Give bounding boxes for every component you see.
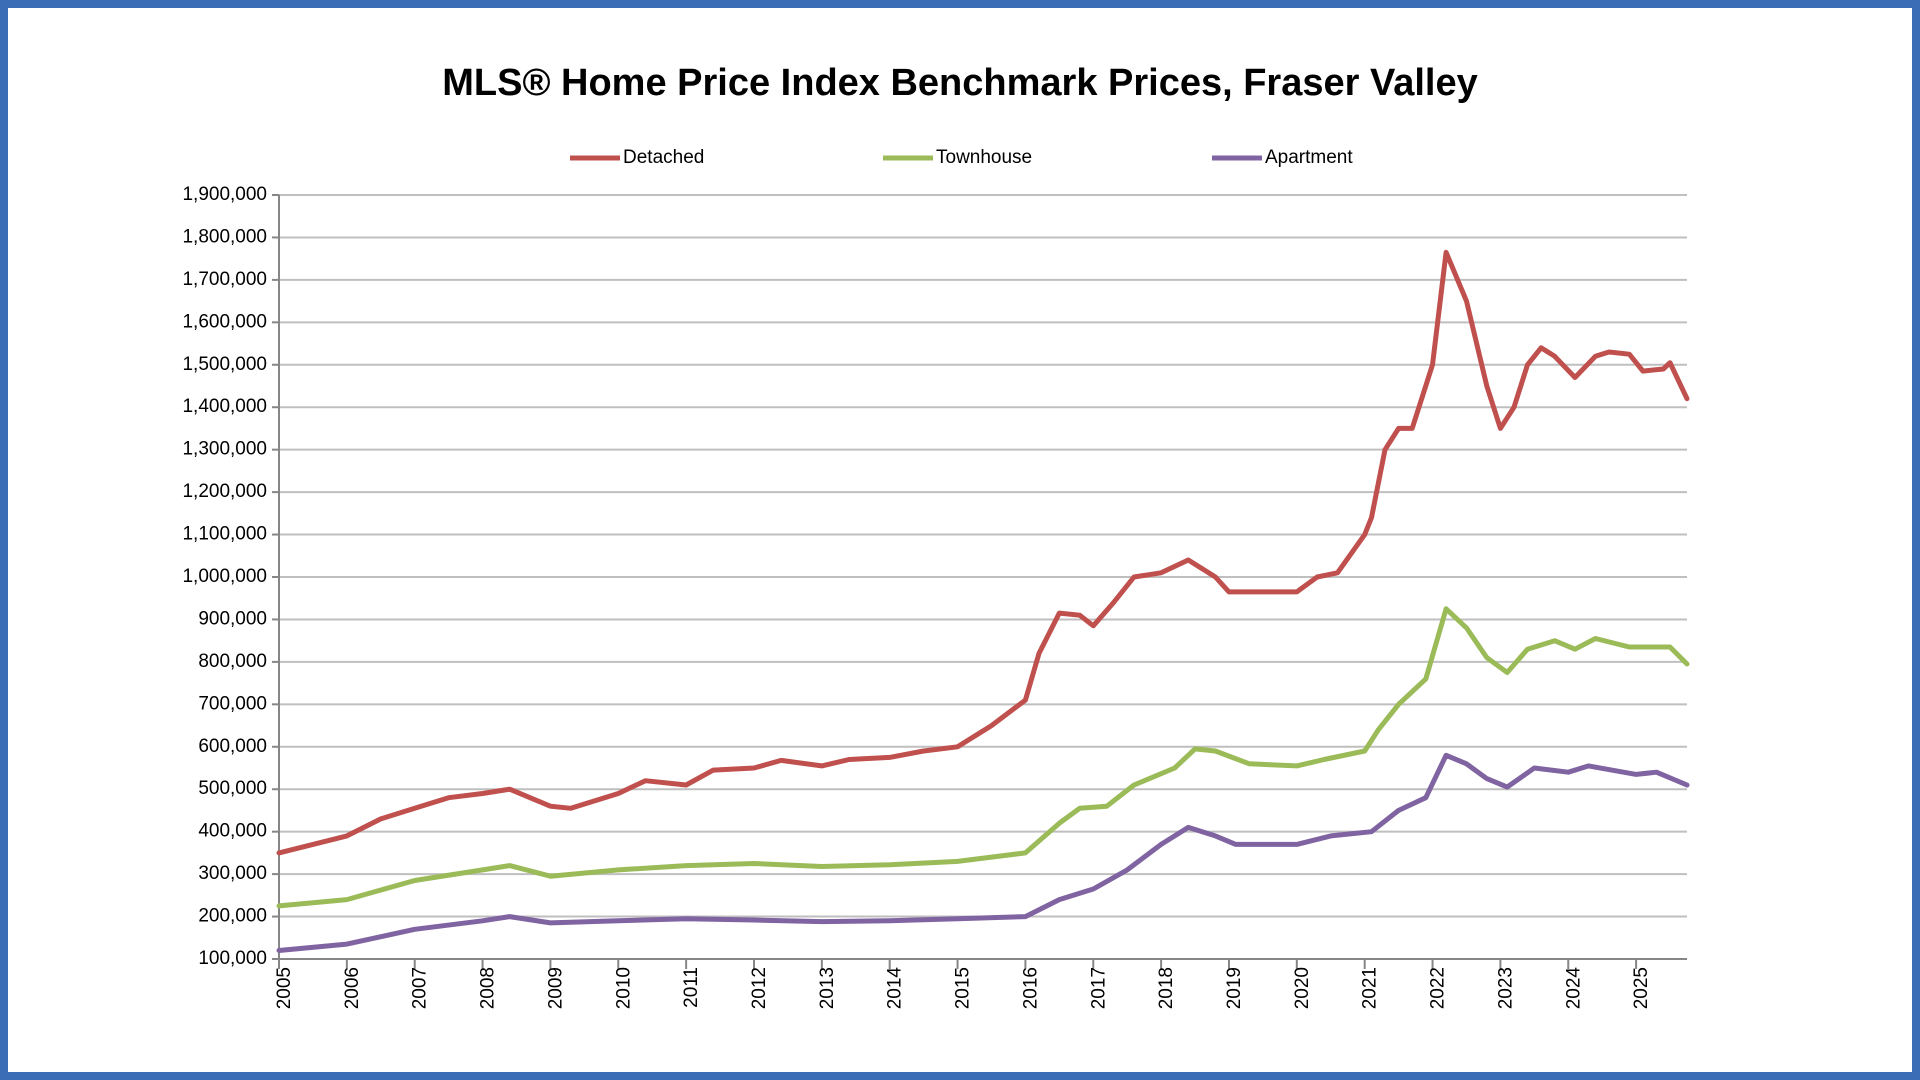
y-tick-label: 1,400,000: [182, 396, 267, 417]
legend-label: Apartment: [1265, 147, 1353, 168]
x-tick-label: 2006: [342, 967, 363, 1009]
y-tick-label: 1,000,000: [182, 566, 267, 587]
y-tick-label: 800,000: [198, 651, 267, 672]
x-tick-label: 2012: [749, 967, 770, 1009]
series-line: [276, 606, 1690, 909]
y-tick-label: 1,900,000: [182, 184, 267, 205]
legend-label: Detached: [623, 147, 704, 168]
y-tick-label: 700,000: [198, 693, 267, 714]
y-tick-label: 500,000: [198, 778, 267, 799]
y-tick-label: 1,600,000: [182, 311, 267, 332]
x-tick-label: 2007: [410, 967, 431, 1009]
legend-label: Townhouse: [936, 147, 1032, 168]
x-tick-label: 2024: [1563, 967, 1584, 1010]
y-tick-label: 900,000: [198, 608, 267, 629]
x-tick-label: 2019: [1224, 967, 1245, 1009]
x-tick-label: 2015: [953, 967, 974, 1009]
chart-title: MLS® Home Price Index Benchmark Prices, …: [442, 62, 1477, 104]
y-tick-label: 1,500,000: [182, 354, 267, 375]
x-tick-label: 2025: [1631, 967, 1652, 1009]
x-tick-label: 2005: [274, 967, 295, 1009]
y-tick-label: 400,000: [198, 821, 267, 842]
x-tick-label: 2023: [1495, 967, 1516, 1009]
x-tick-label: 2018: [1156, 967, 1177, 1009]
y-tick-label: 1,800,000: [182, 226, 267, 247]
x-tick-label: 2020: [1292, 967, 1313, 1009]
x-tick-label: 2013: [817, 967, 838, 1009]
x-tick-label: 2022: [1428, 967, 1449, 1009]
y-tick-label: 1,200,000: [182, 481, 267, 502]
y-tick-label: 1,300,000: [182, 439, 267, 460]
x-tick-label: 2009: [545, 967, 566, 1009]
x-tick-label: 2014: [885, 967, 906, 1010]
y-tick-label: 1,700,000: [182, 269, 267, 290]
x-tick-label: 2021: [1360, 967, 1381, 1009]
x-tick-label: 2017: [1088, 967, 1109, 1009]
series-line: [276, 752, 1690, 953]
x-tick-label: 2010: [613, 967, 634, 1009]
series-line: [276, 249, 1690, 856]
x-tick-label: 2016: [1020, 967, 1041, 1009]
y-tick-label: 300,000: [198, 863, 267, 884]
y-tick-label: 600,000: [198, 736, 267, 757]
y-tick-label: 200,000: [198, 906, 267, 927]
x-tick-label: 2011: [681, 967, 702, 1008]
y-tick-label: 1,100,000: [182, 524, 267, 545]
y-tick-label: 100,000: [198, 948, 267, 969]
x-tick-label: 2008: [478, 967, 499, 1009]
